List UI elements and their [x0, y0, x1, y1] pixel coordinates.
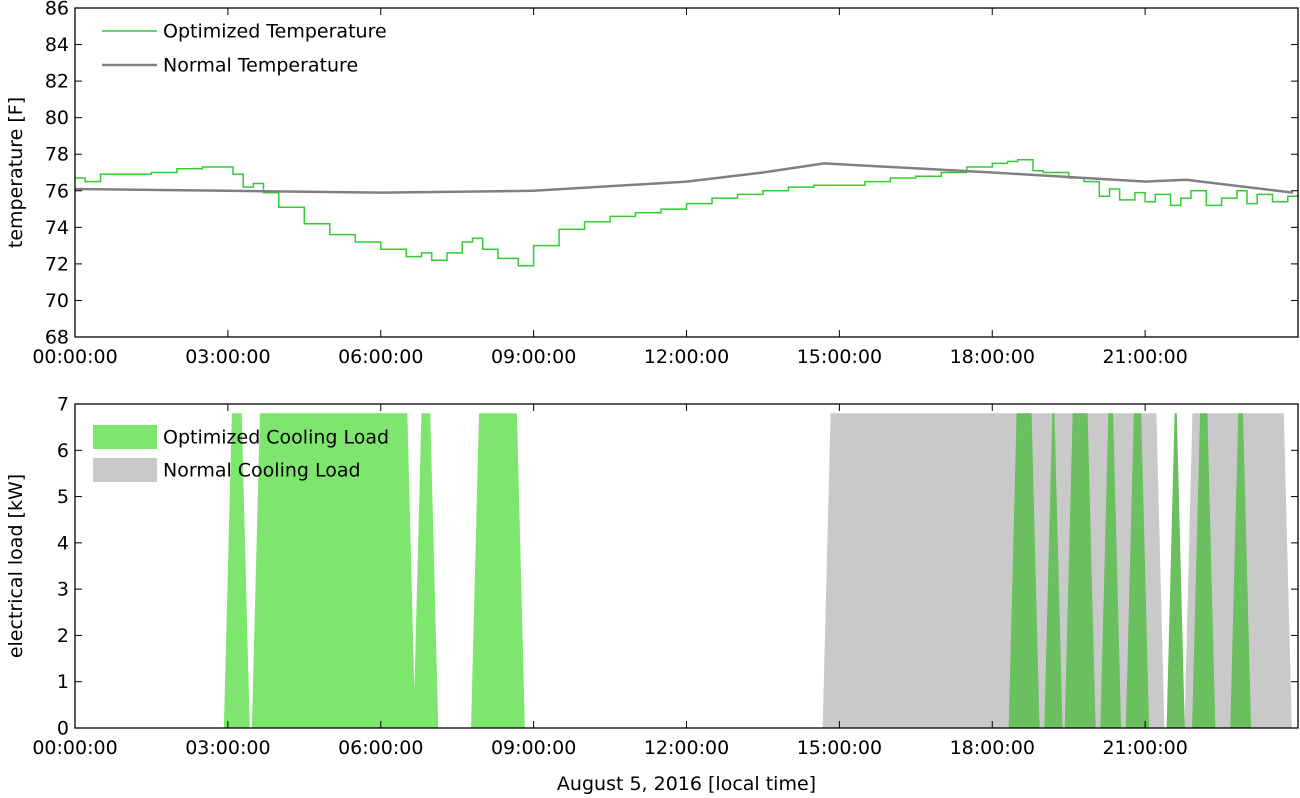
- legend-label-1: Normal Cooling Load: [163, 460, 361, 482]
- y-tick-label: 4: [57, 532, 69, 554]
- x-tick-label: 15:00:00: [797, 737, 882, 759]
- load-legend: Optimized Cooling Load Normal Cooling Loa…: [93, 425, 389, 482]
- temperature-series-layer: [74, 158, 1299, 267]
- y-tick-label: 3: [57, 579, 69, 601]
- load-block-0-11: [1230, 413, 1252, 728]
- y-tick-label: 7: [57, 394, 69, 416]
- load-block-0-10: [1192, 413, 1216, 728]
- y-tick-label: 70: [45, 290, 69, 312]
- load-block-0-8: [1125, 413, 1150, 728]
- series-line-1: [74, 162, 1294, 194]
- x-tick-label: 09:00:00: [491, 737, 576, 759]
- x-tick-label: 18:00:00: [950, 346, 1035, 368]
- x-tick-label: 18:00:00: [950, 737, 1035, 759]
- legend-label-0: Optimized Cooling Load: [163, 427, 389, 449]
- x-tick-label: 21:00:00: [1102, 346, 1187, 368]
- load-ticks: 0 1 2 3 4 5 6 7 00:00:00 03:00:00 06:00:00 09:00:00…: [32, 394, 1298, 759]
- y-tick-label: 76: [45, 180, 69, 202]
- load-block-0-4: [1008, 413, 1040, 728]
- load-block-0-2: [413, 413, 439, 728]
- y-tick-label: 74: [45, 217, 69, 239]
- x-tick-label: 21:00:00: [1102, 737, 1187, 759]
- load-series-layer: [223, 413, 1292, 728]
- y-tick-label: 78: [45, 144, 69, 166]
- x-tick-label: 06:00:00: [338, 346, 423, 368]
- electrical-load-chart: 0 1 2 3 4 5 6 7 00:00:00 03:00:00 06:00:00 09:00:00…: [5, 394, 1299, 795]
- x-tick-label: 00:00:00: [32, 346, 117, 368]
- load-block-0-6: [1064, 413, 1096, 728]
- load-block-0-7: [1100, 413, 1122, 728]
- x-tick-label: 15:00:00: [797, 346, 882, 368]
- y-tick-label: 82: [45, 71, 69, 93]
- x-tick-label: 00:00:00: [32, 737, 117, 759]
- x-tick-label: 03:00:00: [185, 737, 270, 759]
- y-tick-label: 1: [57, 671, 69, 693]
- y-tick-label: 72: [45, 253, 69, 275]
- load-block-0-3: [471, 413, 525, 728]
- temperature-y-axis-label: temperature [F]: [5, 97, 27, 248]
- y-tick-label: 86: [45, 0, 69, 20]
- x-tick-label: 03:00:00: [185, 346, 270, 368]
- y-tick-label: 2: [57, 625, 69, 647]
- legend-swatch-0: [93, 425, 157, 449]
- y-tick-label: 0: [57, 718, 69, 740]
- temperature-legend: Optimized Temperature Normal Temperature: [102, 21, 387, 77]
- load-y-axis-label: electrical load [kW]: [5, 474, 27, 658]
- temperature-chart: 68 70 72 74 76 78 80 82 84 86 00:00:00 03:00:00 06:0…: [5, 0, 1299, 368]
- load-x-axis-label: August 5, 2016 [local time]: [557, 773, 816, 795]
- legend-label-1: Normal Temperature: [163, 55, 358, 77]
- x-tick-label: 12:00:00: [644, 346, 729, 368]
- load-block-0-1: [251, 413, 416, 728]
- x-tick-label: 06:00:00: [338, 737, 423, 759]
- y-tick-label: 5: [57, 486, 69, 508]
- legend-swatch-1: [93, 458, 157, 482]
- load-block-0-5: [1044, 413, 1063, 728]
- legend-label-0: Optimized Temperature: [163, 21, 387, 43]
- y-tick-label: 68: [45, 327, 69, 349]
- y-tick-label: 80: [45, 107, 69, 129]
- x-tick-label: 12:00:00: [644, 737, 729, 759]
- y-tick-label: 6: [57, 440, 69, 462]
- y-tick-label: 84: [45, 34, 69, 56]
- x-tick-label: 09:00:00: [491, 346, 576, 368]
- series-line-0: [75, 158, 1299, 267]
- load-block-0-0: [223, 413, 250, 728]
- temperature-ticks: 68 70 72 74 76 78 80 82 84 86 00:00:00 03:00:00 06:0…: [32, 0, 1298, 368]
- load-block-0-9: [1166, 413, 1185, 728]
